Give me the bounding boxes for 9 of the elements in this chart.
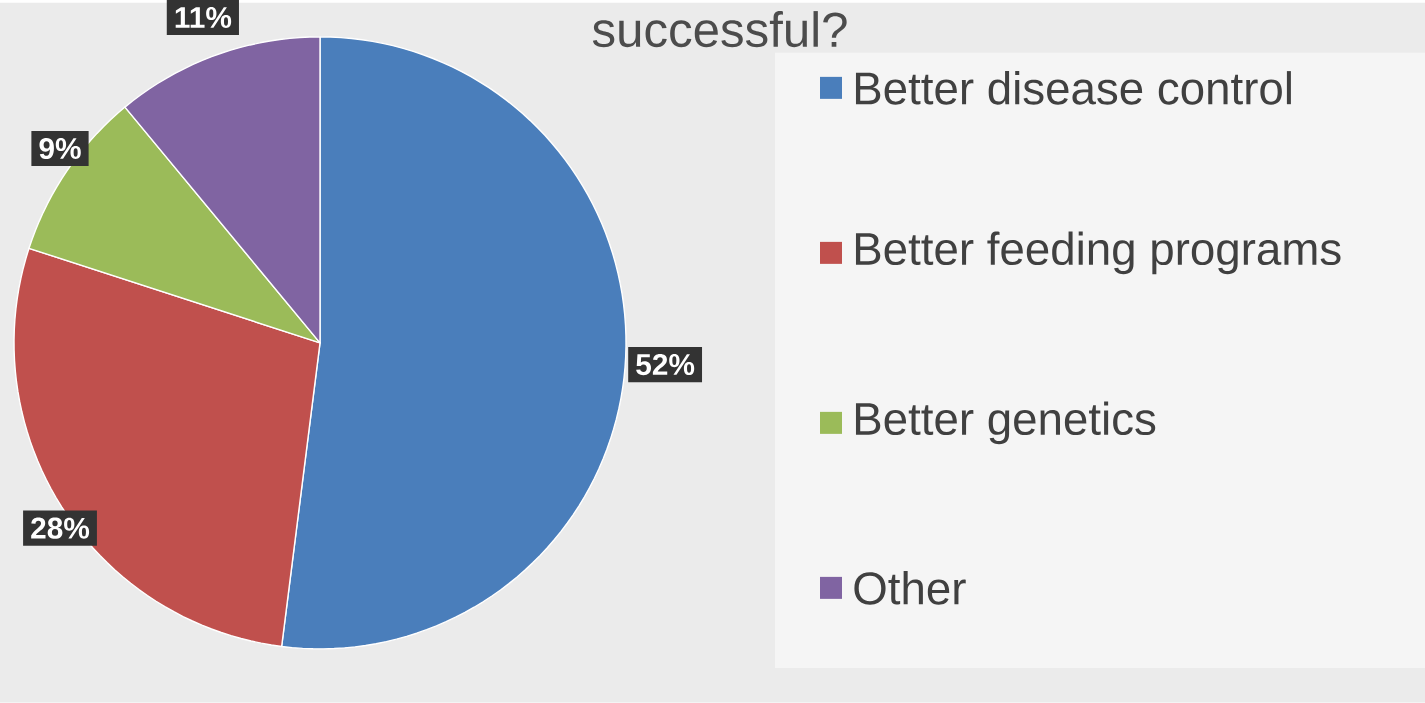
data-label: 52% bbox=[636, 354, 695, 376]
legend-label: Better feeding programs bbox=[855, 231, 1341, 275]
data-label: 28% bbox=[31, 517, 90, 539]
legend-label: Better genetics bbox=[855, 401, 1156, 445]
chart-title: successful? bbox=[592, 11, 847, 48]
data-label: 9% bbox=[39, 137, 81, 160]
data-label: 11% bbox=[175, 7, 232, 29]
legend-label: Other bbox=[854, 571, 966, 605]
legend-label: Better disease control bbox=[855, 71, 1291, 105]
